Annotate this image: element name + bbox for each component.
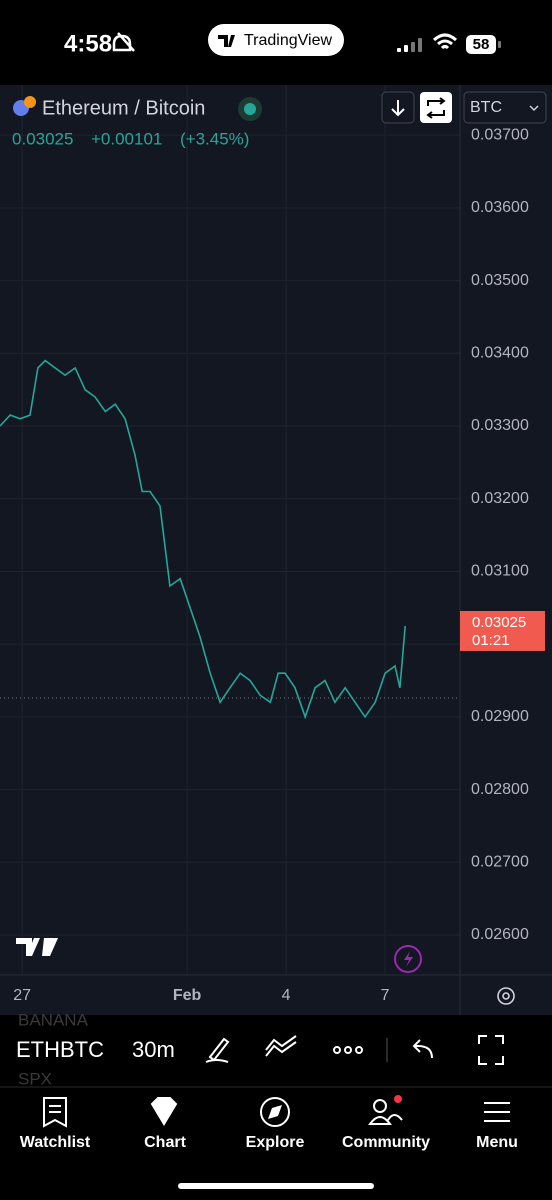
y-tick-label: 0.03500: [471, 272, 529, 289]
battery-tip: [498, 41, 501, 48]
header-change: +0.00101: [91, 129, 162, 148]
tv-logo: [218, 35, 235, 47]
market-status-dot: [244, 103, 256, 115]
explore-icon: [260, 1097, 290, 1127]
app-pill: [208, 24, 344, 56]
x-tick-label: 27: [13, 987, 31, 1004]
settings-button[interactable]: [497, 987, 515, 1005]
battery-level: 58: [473, 36, 490, 53]
community-icon: [373, 1099, 387, 1113]
mute-icon: [112, 32, 135, 52]
plot: 0.026000.027000.028000.029000.030000.031…: [0, 126, 545, 1004]
y-tick-label: 0.03700: [471, 126, 529, 143]
toolbar: [0, 1015, 552, 1087]
tv-watermark: [16, 938, 58, 956]
y-tick-label: 0.03100: [471, 563, 529, 580]
btc-icon: [24, 96, 36, 108]
watchlist-next: SPX: [18, 1069, 52, 1088]
countdown: 01:21: [472, 632, 510, 649]
download-icon: [391, 100, 405, 117]
last-price-label: 0.03025: [472, 614, 526, 631]
wifi-icon: [432, 33, 458, 50]
community-people: [368, 1114, 403, 1125]
x-tick-label: Feb: [173, 987, 202, 1004]
currency-select[interactable]: [463, 91, 547, 124]
last-price-tag: [460, 610, 545, 651]
undo[interactable]: [412, 1039, 433, 1059]
draw-tool[interactable]: [205, 1037, 230, 1063]
tab-label[interactable]: Menu: [476, 1134, 518, 1151]
y-tick-label: 0.03400: [471, 345, 529, 362]
tabs: Watchlist Chart Explore Community Menu: [20, 1134, 518, 1151]
tab-bar: [0, 1087, 552, 1200]
battery: [466, 35, 496, 54]
chart-icon: [150, 1097, 178, 1126]
grid: [0, 85, 460, 975]
app-name: TradingView: [244, 32, 332, 49]
settings-icon: [502, 992, 510, 1000]
symbol-name[interactable]: Ethereum / Bitcoin: [42, 97, 205, 119]
fullscreen[interactable]: [478, 1035, 504, 1065]
notification-dot: [394, 1095, 402, 1103]
tab-label[interactable]: Explore: [246, 1134, 305, 1151]
home-indicator: [178, 1183, 374, 1189]
tab-label[interactable]: Chart: [144, 1134, 186, 1151]
y-tick-label: 0.02600: [471, 926, 529, 943]
compare-icon: [426, 97, 446, 119]
y-tick-label: 0.02800: [471, 781, 529, 798]
watchlist-prev: BANANA: [18, 1010, 89, 1029]
y-tick-label: 0.02700: [471, 854, 529, 871]
menu-icon: [484, 1102, 510, 1122]
y-tick-label: 0.02900: [471, 708, 529, 725]
indicators[interactable]: [265, 1035, 297, 1057]
y-tick-label: 0.03300: [471, 417, 529, 434]
chart-area: [0, 85, 552, 1015]
price-line: [0, 359, 406, 720]
x-tick-label: 7: [381, 987, 390, 1004]
tab-label[interactable]: Watchlist: [20, 1134, 91, 1151]
chevron: [529, 105, 539, 112]
clock: 4:58: [64, 30, 112, 57]
interval[interactable]: 30m: [132, 1037, 175, 1062]
currency: BTC: [470, 99, 502, 116]
y-tick-label: 0.03600: [471, 199, 529, 216]
x-tick-label: 4: [282, 987, 291, 1004]
toolbar-symbol[interactable]: ETHBTC: [16, 1037, 104, 1062]
compare-button[interactable]: [420, 92, 452, 123]
y-tick-label: 0.03200: [471, 490, 529, 507]
signal-icon: [397, 38, 422, 52]
lightning-icon: [404, 951, 413, 967]
lightning-button[interactable]: [394, 945, 422, 973]
explore-needle: [268, 1105, 282, 1119]
watchlist-icon: [43, 1097, 67, 1128]
header-price: 0.03025: [12, 129, 73, 148]
more[interactable]: [333, 1046, 363, 1054]
tab-label[interactable]: Community: [342, 1134, 430, 1151]
header-change-pct: (+3.45%): [180, 129, 249, 148]
